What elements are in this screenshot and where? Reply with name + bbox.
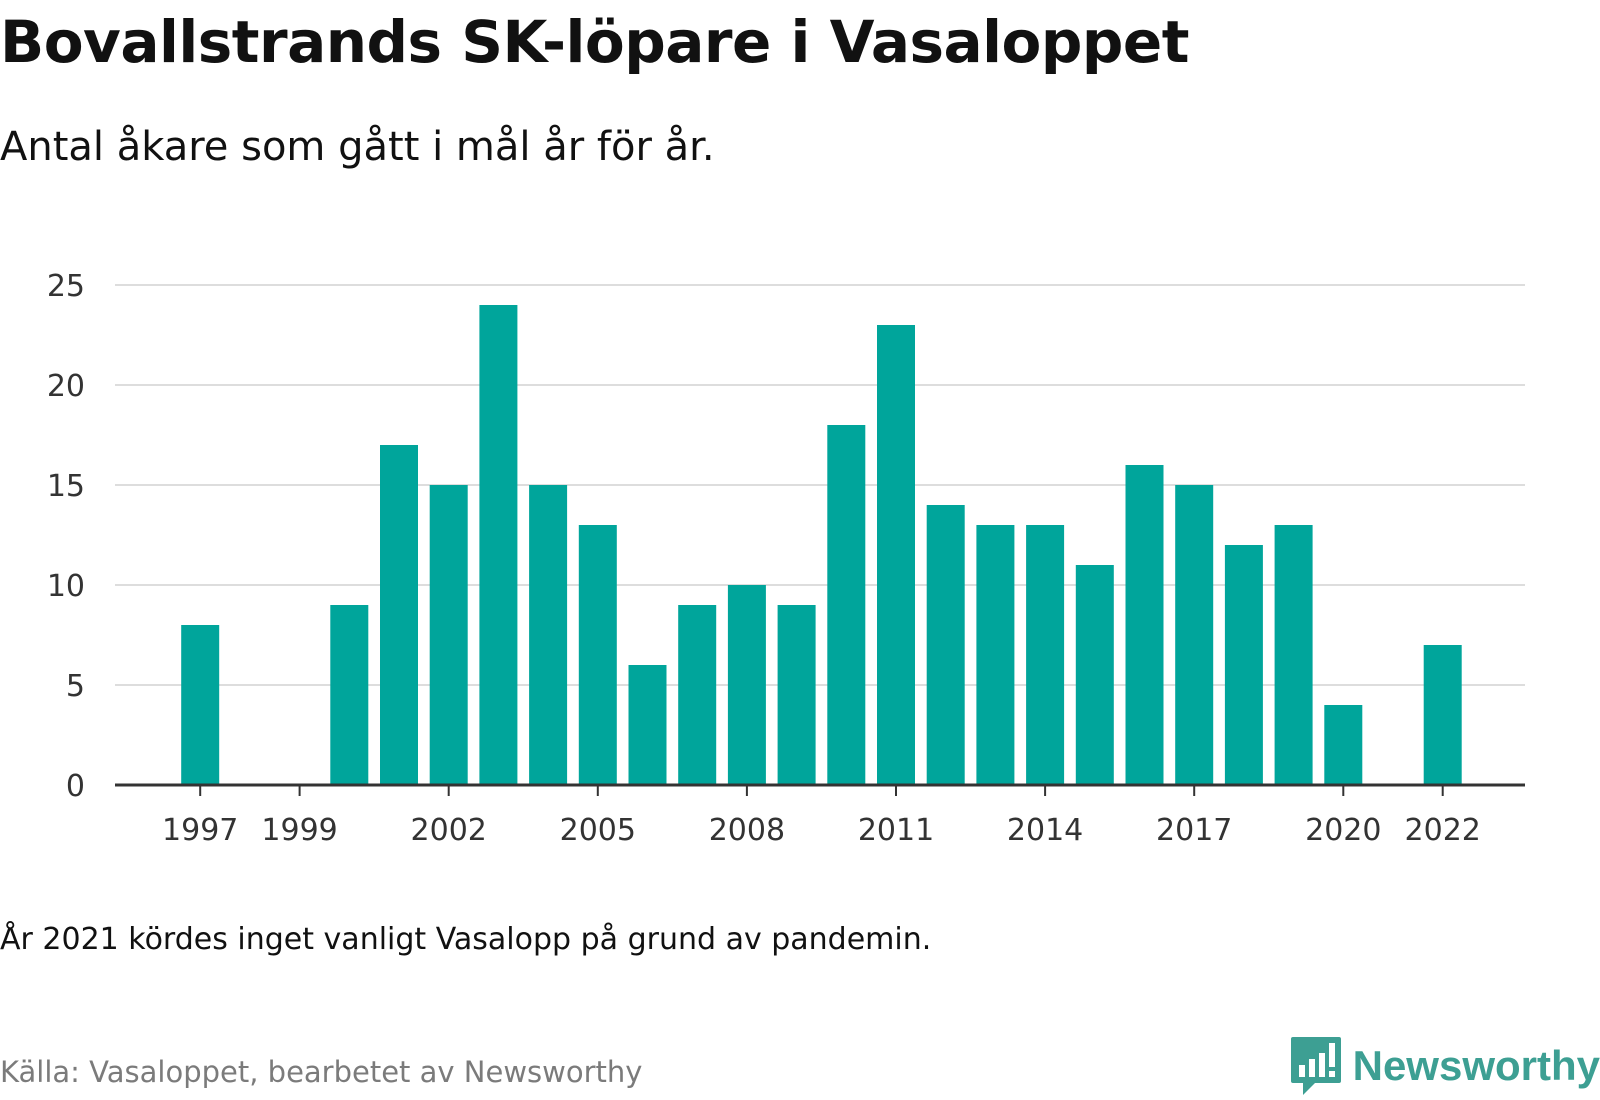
gridlines [115,284,1525,686]
bar-2015 [1075,565,1114,785]
chart-title: Bovallstrands SK-löpare i Vasaloppet [0,8,1189,76]
x-tick-label: 2014 [1007,813,1083,848]
bar-2016 [1125,465,1164,785]
bar-2007 [678,605,717,785]
y-tick-label: 10 [47,569,85,604]
y-tick-label: 20 [47,369,85,404]
chart-subtitle: Antal åkare som gått i mål år för år. [0,124,715,170]
bar-1997 [181,625,220,785]
brand-logo: Newsworthy [1289,1035,1600,1097]
x-axis: 1997 1999 2002 2005 2008 2011 2014 2017 2020 2022 [115,783,1525,848]
bar-2019 [1274,525,1313,785]
x-tick-label: 2022 [1405,813,1481,848]
x-tick-label: 2008 [709,813,785,848]
footnote: År 2021 kördes inget vanligt Vasalopp på… [0,922,932,957]
bar-2010 [827,425,866,785]
bar-2013 [976,525,1015,785]
bar-2017 [1175,485,1214,785]
bar-chart: 0 5 10 15 20 25 1997 1999 2002 2005 2008 2011 2014 2… [47,269,1525,848]
x-tick-label: 2002 [411,813,487,848]
bar-2022 [1423,645,1462,785]
newsworthy-logo-icon [1290,1037,1341,1095]
x-tick-label: 2005 [560,813,636,848]
y-tick-label: 5 [66,669,85,704]
brand-name: Newsworthy [1352,1042,1600,1089]
bar-2006 [628,665,667,785]
bar-2003 [479,305,518,785]
bar-2005 [578,525,617,785]
bar-2011 [877,325,915,785]
bar-2009 [777,605,816,785]
bar-2001 [380,445,418,785]
y-tick-label: 15 [47,469,85,504]
bar-2000 [330,605,369,785]
y-axis-ticks: 0 5 10 15 20 25 [47,269,85,804]
bar-2008 [727,585,766,785]
bar-2014 [1026,525,1065,785]
source-credit: Källa: Vasaloppet, bearbetet av Newswort… [0,1055,643,1089]
x-tick-label: 2017 [1156,813,1232,848]
x-tick-label: 2020 [1305,813,1381,848]
bar-2002 [429,485,468,785]
bar-2012 [926,505,965,785]
x-tick-label: 1997 [162,813,238,848]
bar-2018 [1224,545,1263,785]
bars [181,305,1462,785]
bar-2004 [529,485,568,785]
x-tick-label: 2011 [858,813,934,848]
x-tick-label: 1999 [261,813,337,848]
bar-2020 [1324,705,1363,785]
y-tick-label: 0 [66,769,85,804]
y-tick-label: 25 [47,269,85,304]
